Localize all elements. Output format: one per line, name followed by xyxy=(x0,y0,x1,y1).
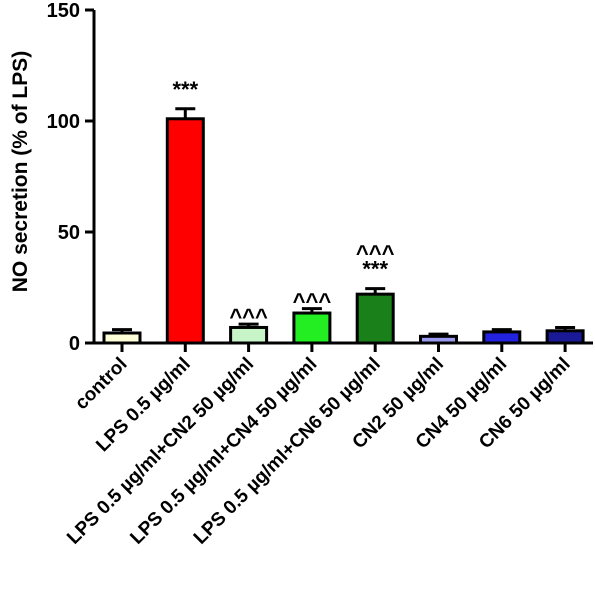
bar xyxy=(165,117,205,345)
bar xyxy=(482,330,522,345)
bars xyxy=(102,107,585,345)
bar xyxy=(229,325,269,345)
significance-caret: ^^^ xyxy=(356,241,395,266)
significance-caret: ^^^ xyxy=(229,304,268,329)
y-tick-label: 150 xyxy=(47,0,80,22)
bar xyxy=(102,331,142,345)
significance-stars: *** xyxy=(362,257,388,282)
significance-caret: ^^^ xyxy=(293,289,332,314)
annotations: ***^^^^^^^^^*** xyxy=(172,77,394,329)
y-axis-label: NO secretion (% of LPS) xyxy=(9,51,32,293)
y-tick-label: 0 xyxy=(69,333,80,355)
y-tick-label: 50 xyxy=(58,222,80,244)
bar xyxy=(355,292,395,345)
x-tick-label: control xyxy=(71,354,131,414)
significance-stars: *** xyxy=(172,77,198,102)
bar xyxy=(292,311,332,345)
y-tick-label: 100 xyxy=(47,111,80,133)
bar xyxy=(419,334,458,345)
bar xyxy=(545,329,585,345)
